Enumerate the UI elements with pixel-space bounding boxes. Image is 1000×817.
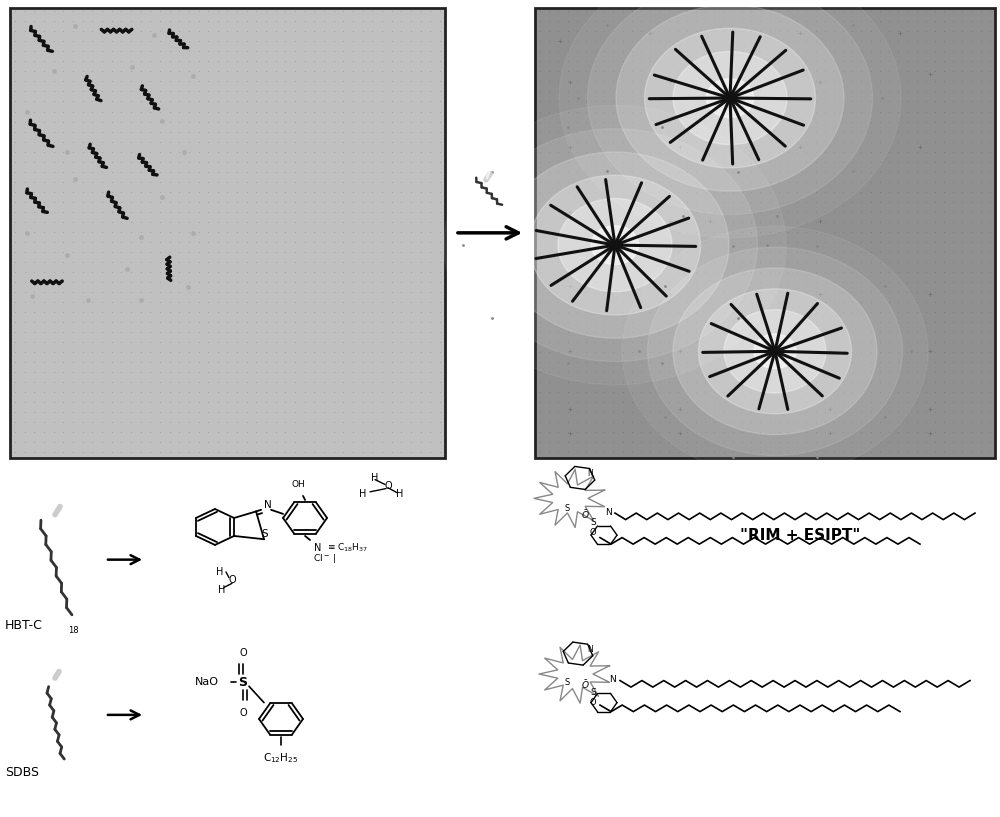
Text: S: S [564, 503, 570, 513]
Circle shape [444, 105, 786, 385]
Text: O: O [590, 698, 596, 708]
Text: O: O [239, 648, 247, 658]
Text: O: O [239, 708, 247, 718]
Circle shape [754, 334, 796, 368]
Text: S: S [590, 688, 596, 698]
Text: H: H [371, 473, 379, 483]
Text: S: S [590, 518, 596, 528]
Text: H: H [216, 567, 224, 577]
Text: $\equiv$C$_{18}$H$_{37}$: $\equiv$C$_{18}$H$_{37}$ [326, 542, 368, 555]
Text: N: N [587, 469, 593, 479]
Text: S: S [564, 677, 570, 687]
Text: 18: 18 [68, 626, 79, 636]
Circle shape [559, 0, 901, 238]
Text: OH: OH [291, 480, 305, 489]
Text: O: O [228, 575, 236, 585]
Circle shape [724, 310, 826, 393]
Text: O: O [384, 481, 392, 491]
Circle shape [530, 176, 700, 315]
Circle shape [644, 28, 816, 168]
Text: "RIM + ESIPT": "RIM + ESIPT" [740, 528, 860, 542]
Text: H: H [359, 489, 367, 499]
Text: Cl$^-$ |: Cl$^-$ | [313, 551, 337, 565]
Text: $\bar{O}$: $\bar{O}$ [581, 678, 590, 691]
Text: H: H [218, 585, 226, 595]
Bar [535, 8, 995, 458]
Circle shape [616, 5, 844, 191]
Text: H: H [396, 489, 404, 499]
Text: SDBS: SDBS [5, 766, 39, 779]
Circle shape [558, 199, 672, 292]
Text: S: S [239, 676, 248, 689]
Circle shape [591, 225, 639, 265]
Text: HBT-C: HBT-C [5, 618, 43, 632]
Circle shape [673, 268, 877, 435]
Text: C$_{12}$H$_{25}$: C$_{12}$H$_{25}$ [263, 752, 299, 766]
Text: N: N [609, 675, 615, 685]
Text: O: O [590, 528, 596, 538]
Circle shape [473, 129, 758, 362]
Text: N: N [587, 645, 593, 654]
Text: N: N [264, 500, 272, 510]
Circle shape [501, 152, 729, 338]
Circle shape [648, 248, 902, 456]
Circle shape [698, 289, 852, 414]
Circle shape [673, 51, 787, 145]
Bar [10, 8, 445, 458]
Circle shape [588, 0, 872, 215]
Text: $\bar{O}$: $\bar{O}$ [581, 508, 590, 521]
Text: NaO: NaO [195, 677, 219, 687]
Text: N: N [605, 507, 611, 517]
Text: S: S [262, 529, 268, 539]
Circle shape [622, 226, 928, 476]
Text: N: N [314, 543, 322, 553]
Circle shape [706, 78, 754, 118]
